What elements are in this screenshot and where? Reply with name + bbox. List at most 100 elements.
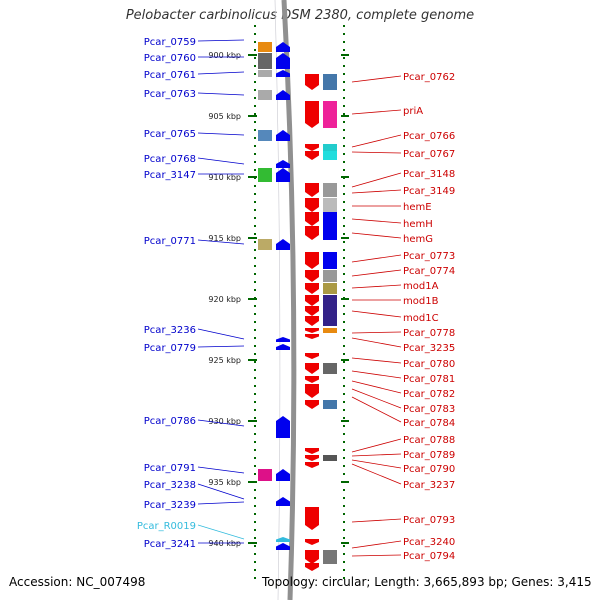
dot-right [343,473,345,475]
forward-gene-arrow [276,42,290,52]
forward-gene-label[interactable]: Pcar_0779 [144,343,196,354]
reverse-gene-cog [323,283,337,294]
forward-labels: Pcar_0759 Pcar_0760 Pcar_0761 Pcar_0763 Pcar… [137,37,196,550]
reverse-gene-label[interactable]: Pcar_0778 [403,328,455,339]
reverse-leader-line [351,284,402,289]
dot-right [343,521,345,523]
dot-right [343,105,345,107]
reverse-gene-cog [323,183,337,197]
reverse-gene-label[interactable]: Pcar_3235 [403,343,455,354]
reverse-gene-label[interactable]: Pcar_0781 [403,374,455,385]
forward-gene-label[interactable]: Pcar_3238 [144,480,196,491]
dot-left [254,145,256,147]
forward-gene-label[interactable]: Pcar_0760 [144,53,196,64]
reverse-gene-label[interactable]: Pcar_0784 [403,418,455,429]
reverse-gene-label[interactable]: Pcar_0793 [403,515,455,526]
dot-right [343,113,345,115]
reverse-gene-label[interactable]: Pcar_3240 [403,537,455,548]
dot-left [254,377,256,379]
dot-left [254,105,256,107]
reverse-gene-label[interactable]: hemE [403,202,432,213]
forward-leader-line [197,239,245,245]
reverse-gene-label[interactable]: Pcar_0783 [403,404,455,415]
reverse-leader-line [351,370,402,379]
forward-leader-line [197,328,245,340]
dot-right [343,121,345,123]
reverse-gene-arrow [305,334,319,339]
dot-right [343,385,345,387]
forward-gene-arrow [276,497,290,506]
reverse-gene-label[interactable]: Pcar_0767 [403,149,455,160]
forward-gene-label[interactable]: Pcar_3236 [144,325,196,336]
reverse-gene-label[interactable]: Pcar_3237 [403,480,455,491]
reverse-gene-label[interactable]: Pcar_0782 [403,389,455,400]
forward-gene-label[interactable]: Pcar_0768 [144,154,196,165]
dot-left [254,385,256,387]
reverse-gene-label[interactable]: Pcar_0794 [403,551,455,562]
reverse-leader-line [351,151,402,154]
reverse-gene-label[interactable]: Pcar_3148 [403,169,455,180]
reverse-gene-cog [323,455,337,461]
dot-right [343,337,345,339]
forward-gene-arrow [276,160,290,168]
reverse-gene-label[interactable]: Pcar_0762 [403,72,455,83]
dot-right [343,345,345,347]
reverse-gene-label[interactable]: Pcar_0788 [403,435,455,446]
forward-leader-line [197,39,245,42]
dot-right [343,73,345,75]
dot-left [254,465,256,467]
reverse-leader-line [351,337,402,348]
reverse-leader-line [351,331,402,334]
dot-right [343,553,345,555]
forward-gene-label[interactable]: Pcar_3241 [144,539,196,550]
reverse-gene-label[interactable]: Pcar_0766 [403,131,455,142]
reverse-gene-label[interactable]: mod1C [403,313,439,324]
reverse-gene-label[interactable]: Pcar_0790 [403,464,455,475]
reverse-gene-arrow [305,144,319,151]
reverse-gene-arrow [305,462,319,468]
forward-gene-label[interactable]: Pcar_0765 [144,129,196,140]
dot-right [343,361,345,363]
dot-right [343,281,345,283]
reverse-gene-arrow [305,226,319,240]
reverse-gene-label[interactable]: mod1B [403,296,439,307]
reverse-label-lines [351,75,402,557]
dot-left [254,457,256,459]
dot-right [343,313,345,315]
dot-right [343,81,345,83]
reverse-gene-label[interactable]: hemG [403,234,433,245]
forward-gene-label[interactable]: Pcar_R0019 [137,521,196,532]
reverse-gene-label[interactable]: Pcar_0789 [403,450,455,461]
reverse-gene-cog [323,74,337,90]
forward-gene-cog [258,42,272,52]
reverse-gene-arrow [305,376,319,383]
dot-right [343,393,345,395]
reverse-gene-label[interactable]: priA [403,106,423,117]
scale-ticks: 900 kbp 905 kbp 910 kbp 915 kbp 920 kbp 925 k… [208,25,349,579]
reverse-gene-label[interactable]: mod1A [403,281,439,292]
forward-gene-label[interactable]: Pcar_0761 [144,70,196,81]
forward-gene-label[interactable]: Pcar_0771 [144,236,196,247]
reverse-leader-line [351,453,402,457]
forward-gene-label[interactable]: Pcar_3147 [144,170,196,181]
reverse-gene-label[interactable]: Pcar_3149 [403,186,455,197]
reverse-gene-label[interactable]: Pcar_0780 [403,359,455,370]
dot-right [343,321,345,323]
forward-gene-label[interactable]: Pcar_0763 [144,89,196,100]
dot-left [254,201,256,203]
dot-right [343,465,345,467]
forward-gene-label[interactable]: Pcar_3239 [144,500,196,511]
reverse-gene-label[interactable]: Pcar_0773 [403,251,455,262]
reverse-gene-label[interactable]: Pcar_0774 [403,266,455,277]
dot-left [254,401,256,403]
dot-left [254,81,256,83]
dot-left [254,265,256,267]
reverse-gene-cog [323,212,337,226]
forward-gene-label[interactable]: Pcar_0786 [144,416,196,427]
dot-left [254,193,256,195]
reverse-leader-line [351,134,402,148]
forward-gene-label[interactable]: Pcar_0791 [144,463,196,474]
reverse-gene-label[interactable]: hemH [403,219,433,230]
forward-gene-arrow [276,168,290,182]
forward-gene-label[interactable]: Pcar_0759 [144,37,196,48]
